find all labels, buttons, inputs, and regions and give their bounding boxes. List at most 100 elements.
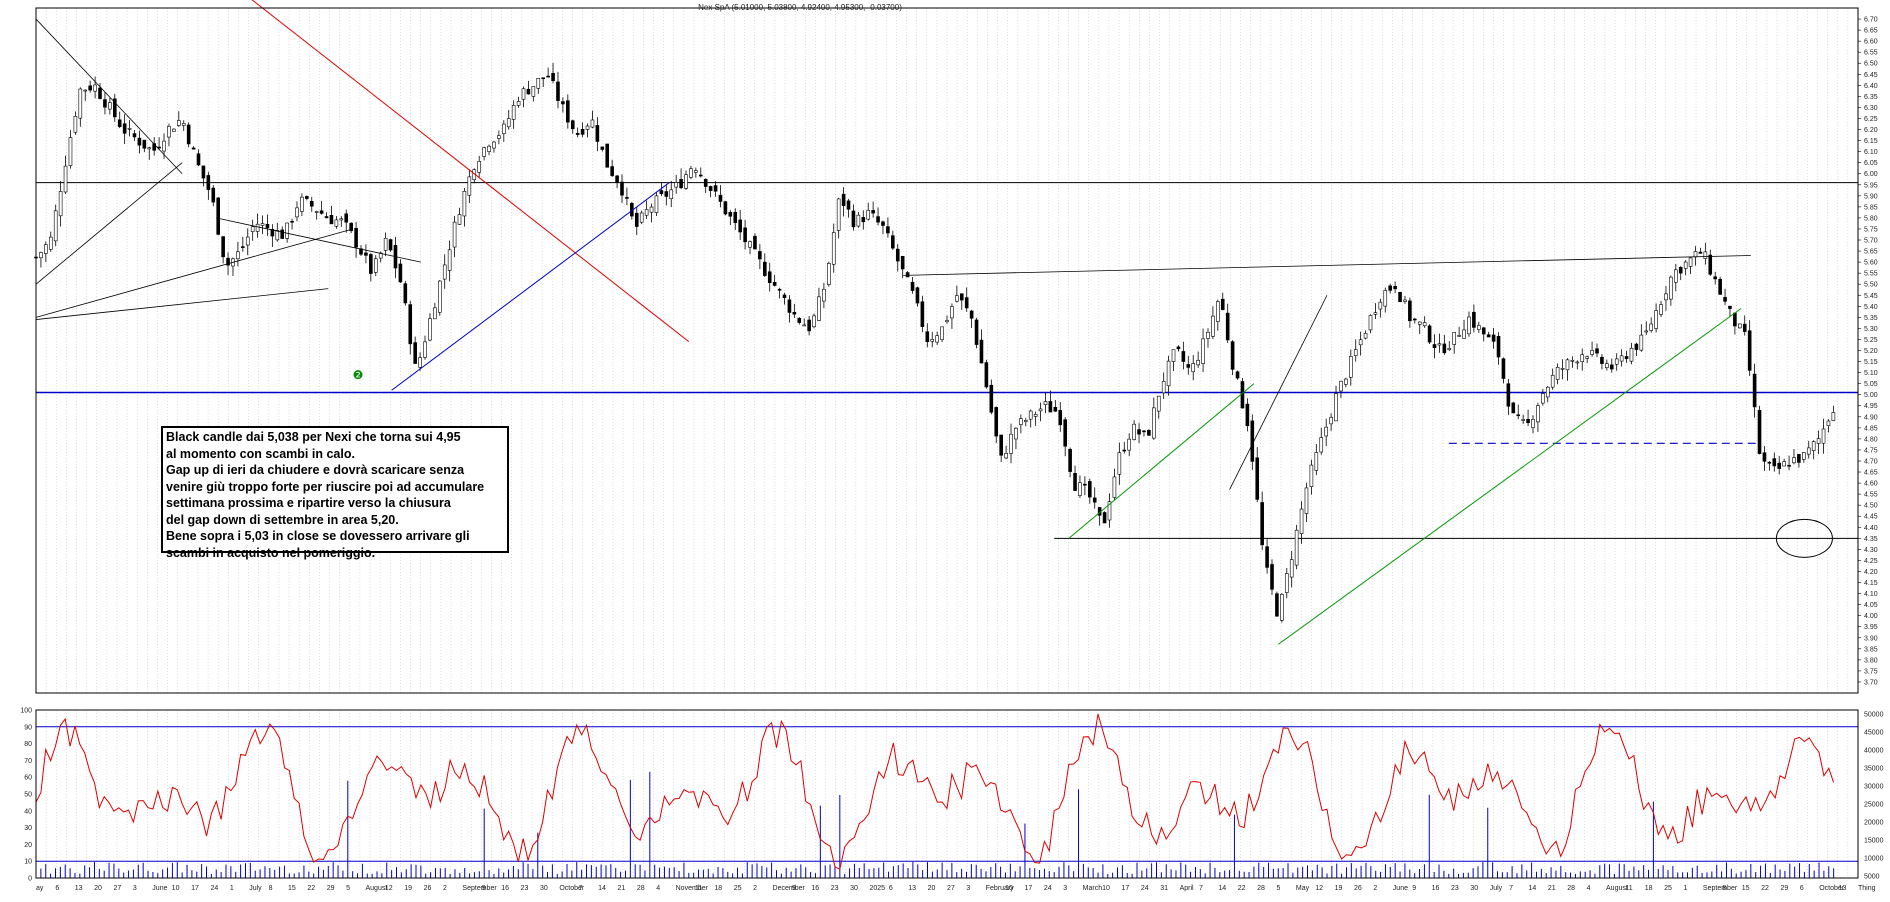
candle-body xyxy=(1806,447,1811,455)
candle-body xyxy=(408,304,413,345)
candle-body xyxy=(1393,286,1397,290)
candle-body xyxy=(1688,257,1693,267)
osc-tick-label: 90 xyxy=(24,724,32,731)
candle-body xyxy=(250,226,255,232)
trendline xyxy=(391,182,670,391)
candle-body xyxy=(378,252,383,259)
y-tick-label: 3.95 xyxy=(1864,624,1878,631)
candle-body xyxy=(1821,428,1826,444)
y-tick-label: 5.90 xyxy=(1864,193,1878,200)
candle-body xyxy=(1614,358,1619,365)
trendline xyxy=(35,18,183,175)
candle-body xyxy=(437,280,442,313)
y-tick-label: 5.75 xyxy=(1864,226,1878,233)
candle-body xyxy=(452,221,457,248)
x-tick-label: 27 xyxy=(114,885,122,892)
x-tick-label: 3 xyxy=(133,885,137,892)
y-tick-label: 6.20 xyxy=(1864,127,1878,134)
candle-body xyxy=(1166,360,1171,387)
candle-body xyxy=(1132,423,1136,440)
x-tick-label: 5 xyxy=(1277,885,1281,892)
candle-body xyxy=(108,102,112,110)
y-tick-label: 4.80 xyxy=(1864,436,1878,443)
candle-body xyxy=(1181,351,1186,362)
candle-body xyxy=(344,213,349,223)
candle-body xyxy=(866,210,871,220)
volume-tick-label: 50000 xyxy=(1864,712,1884,719)
note-line: al momento con scambi in calo. xyxy=(166,446,355,461)
candle-body xyxy=(1176,346,1181,350)
trendline xyxy=(903,255,1751,276)
candle-body xyxy=(817,296,821,321)
y-tick-label: 4.60 xyxy=(1864,481,1878,488)
candle-body xyxy=(1536,405,1540,423)
candle-body xyxy=(689,168,693,178)
y-tick-label: 4.70 xyxy=(1864,458,1878,465)
y-tick-label: 3.85 xyxy=(1864,646,1878,653)
x-tick-label: 3 xyxy=(1063,885,1067,892)
candle-body xyxy=(1225,312,1230,341)
candle-body xyxy=(1196,359,1200,366)
osc-tick-label: 80 xyxy=(24,741,32,748)
candle-body xyxy=(369,254,373,274)
x-tick-label: 17 xyxy=(1025,885,1033,892)
candle-body xyxy=(1186,364,1191,368)
candle-body xyxy=(1314,452,1319,471)
candle-body xyxy=(93,84,97,92)
candle-body xyxy=(1117,452,1122,475)
candle-body xyxy=(482,147,486,157)
candle-body xyxy=(492,141,496,149)
candle-body xyxy=(186,124,191,145)
note-line: Bene sopra i 5,03 in close se dovessero … xyxy=(166,529,470,543)
candle-body xyxy=(738,219,742,233)
x-tick-label: 21 xyxy=(1548,885,1556,892)
candle-body xyxy=(974,319,979,345)
candle-body xyxy=(822,288,826,302)
y-tick-label: 5.00 xyxy=(1864,392,1878,399)
candle-body xyxy=(1738,323,1742,329)
x-tick-label: 6 xyxy=(55,885,59,892)
volume-tick-label: 40000 xyxy=(1864,748,1884,755)
candle-body xyxy=(221,236,225,258)
candle-body xyxy=(1585,356,1589,359)
x-tick-label: 6 xyxy=(1800,885,1804,892)
x-tick-label: 17 xyxy=(1121,885,1129,892)
candle-body xyxy=(1201,338,1205,364)
x-tick-label: 1 xyxy=(230,885,234,892)
x-tick-label: 28 xyxy=(637,885,645,892)
x-tick-label: 23 xyxy=(1451,885,1459,892)
y-tick-label: 4.85 xyxy=(1864,425,1878,432)
y-tick-label: 4.40 xyxy=(1864,525,1878,532)
candle-body xyxy=(605,143,610,168)
candle-body xyxy=(1634,343,1639,350)
candle-body xyxy=(684,174,688,189)
candle-body xyxy=(743,227,747,243)
candle-body xyxy=(1284,573,1289,593)
y-tick-label: 6.45 xyxy=(1864,72,1878,79)
candle-body xyxy=(1728,305,1732,309)
candle-body xyxy=(1496,335,1501,358)
candle-body xyxy=(383,237,388,251)
candle-body xyxy=(644,209,649,216)
candle-body xyxy=(950,306,954,319)
y-tick-label: 5.95 xyxy=(1864,182,1878,189)
candle-body xyxy=(1289,559,1294,578)
x-tick-label: ay xyxy=(36,885,44,892)
candle-body xyxy=(1457,335,1461,337)
x-tick-label: August xyxy=(366,885,388,892)
x-tick-label: 19 xyxy=(1335,885,1343,892)
candle-body xyxy=(1156,395,1161,412)
candle-body xyxy=(1624,356,1629,359)
trendline xyxy=(251,0,690,343)
x-tick-label: 9 xyxy=(482,885,486,892)
candle-body xyxy=(625,197,629,199)
candle-body xyxy=(181,123,186,126)
oscillator-series xyxy=(35,713,1858,878)
y-tick-label: 5.15 xyxy=(1864,359,1878,366)
y-tick-label: 4.90 xyxy=(1864,414,1878,421)
note-line: venire giù troppo forte per riuscire poi… xyxy=(166,479,485,494)
x-tick-label: 10 xyxy=(1005,885,1013,892)
y-tick-label: 6.05 xyxy=(1864,160,1878,167)
candle-body xyxy=(989,384,994,413)
candle-body xyxy=(132,133,137,138)
